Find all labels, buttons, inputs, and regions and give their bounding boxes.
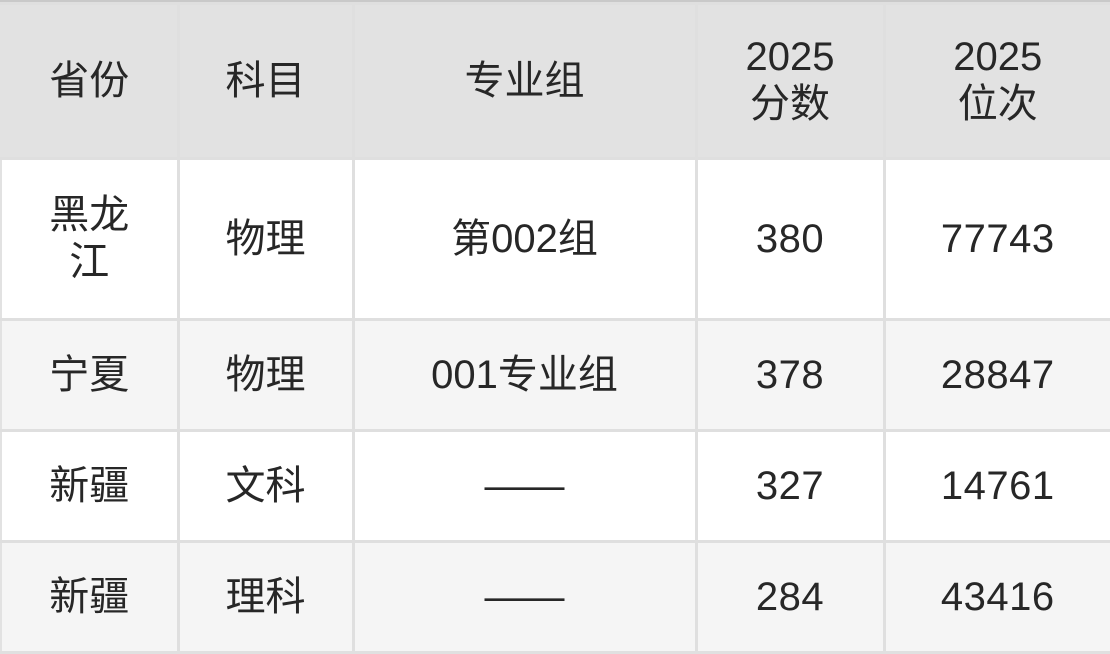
cell-group: 第002组 — [351, 157, 698, 321]
cell-rank: 14761 — [882, 429, 1110, 543]
cell-subject: 文科 — [176, 429, 355, 543]
table-row: 新疆 理科 —— 284 43416 — [0, 540, 1110, 651]
cell-score: 380 — [694, 157, 886, 321]
cell-province: 新疆 — [0, 540, 180, 651]
cell-group: —— — [351, 540, 698, 651]
header-row: 省份 科目 专业组 2025 分数 2025 位次 — [0, 2, 1110, 160]
cell-score: 284 — [694, 540, 886, 651]
table-row: 新疆 文科 —— 327 14761 — [0, 429, 1110, 543]
cell-group: —— — [351, 429, 698, 543]
cell-rank: 77743 — [882, 157, 1110, 321]
cell-province: 宁夏 — [0, 318, 180, 432]
table-body: 黑龙江 物理 第002组 380 77743 宁夏 物理 001专业组 378 … — [0, 157, 1110, 651]
col-header-score-2025: 2025 分数 — [694, 2, 886, 160]
cell-rank: 28847 — [882, 318, 1110, 432]
cell-group: 001专业组 — [351, 318, 698, 432]
col-header-rank-2025: 2025 位次 — [882, 2, 1110, 160]
table-row: 宁夏 物理 001专业组 378 28847 — [0, 318, 1110, 432]
cell-subject: 物理 — [176, 157, 355, 321]
cell-score: 327 — [694, 429, 886, 543]
col-header-subject: 科目 — [176, 2, 355, 160]
table-row: 黑龙江 物理 第002组 380 77743 — [0, 157, 1110, 321]
cell-subject: 理科 — [176, 540, 355, 651]
cell-province: 黑龙江 — [0, 157, 180, 321]
table-header: 省份 科目 专业组 2025 分数 2025 位次 — [0, 2, 1110, 160]
cell-score: 378 — [694, 318, 886, 432]
cell-subject: 物理 — [176, 318, 355, 432]
cell-rank: 43416 — [882, 540, 1110, 651]
col-header-group: 专业组 — [351, 2, 698, 160]
col-header-province: 省份 — [0, 2, 180, 160]
cell-province: 新疆 — [0, 429, 180, 543]
